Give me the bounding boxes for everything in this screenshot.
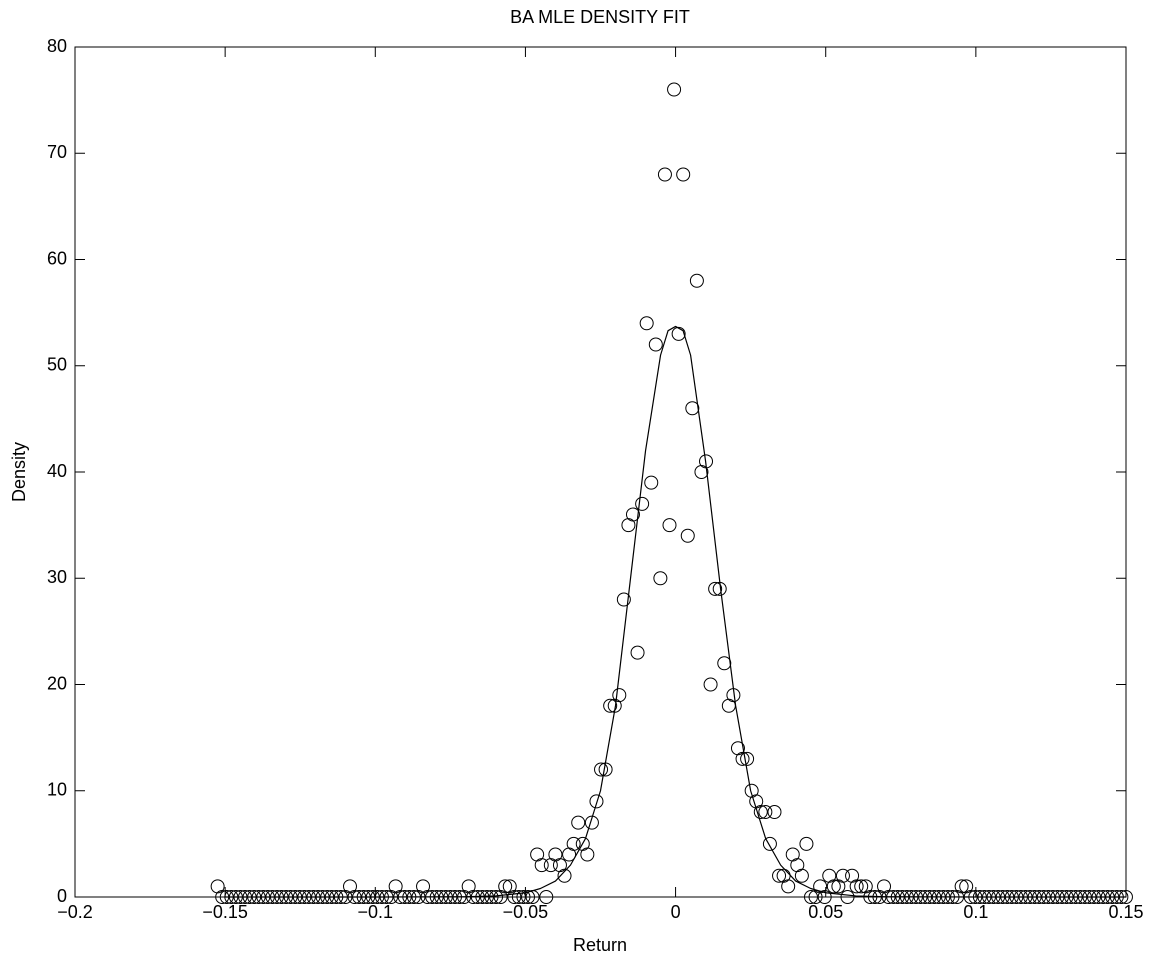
data-point xyxy=(671,326,686,341)
data-point xyxy=(571,815,586,830)
data-point xyxy=(484,890,499,904)
data-point xyxy=(667,82,682,97)
x-axis-label: Return xyxy=(573,935,627,955)
data-point xyxy=(703,677,718,692)
y-tick-label: 0 xyxy=(57,886,67,906)
data-point xyxy=(676,167,691,182)
data-point xyxy=(767,805,782,819)
y-tick-label: 50 xyxy=(47,355,67,375)
data-point xyxy=(648,337,663,352)
data-point xyxy=(835,868,850,883)
data-point xyxy=(826,879,841,894)
data-point xyxy=(657,167,672,182)
x-tick-label: −0.05 xyxy=(503,902,549,922)
data-point xyxy=(612,688,627,703)
data-point xyxy=(653,571,668,586)
data-point xyxy=(849,879,864,894)
data-point xyxy=(589,794,604,809)
data-point xyxy=(635,496,650,511)
x-tick-label: 0.05 xyxy=(808,902,843,922)
data-point xyxy=(566,836,581,851)
data-point xyxy=(735,751,750,766)
x-tick-label: 0 xyxy=(671,902,681,922)
data-point xyxy=(616,592,631,607)
y-tick-label: 20 xyxy=(47,673,67,693)
data-point xyxy=(781,879,796,894)
data-point xyxy=(498,879,513,894)
data-point xyxy=(662,518,677,533)
y-axis-label: Density xyxy=(9,442,29,502)
y-tick-label: 30 xyxy=(47,567,67,587)
data-point xyxy=(794,868,809,883)
data-point xyxy=(762,836,777,851)
data-point xyxy=(507,890,522,904)
data-point xyxy=(516,890,531,904)
x-tick-label: 0.15 xyxy=(1108,902,1143,922)
data-point xyxy=(580,847,595,862)
data-point xyxy=(630,645,645,660)
y-tick-label: 10 xyxy=(47,780,67,800)
x-tick-label: 0.1 xyxy=(963,902,988,922)
data-point xyxy=(625,507,640,522)
data-point xyxy=(479,890,494,904)
data-point xyxy=(854,879,869,894)
y-tick-label: 70 xyxy=(47,142,67,162)
y-tick-label: 40 xyxy=(47,461,67,481)
data-point xyxy=(804,890,819,904)
data-point xyxy=(557,868,572,883)
fit-line xyxy=(225,325,1126,898)
data-point xyxy=(539,890,554,904)
data-point xyxy=(680,528,695,543)
data-point xyxy=(758,805,773,819)
data-point xyxy=(799,836,814,851)
data-point xyxy=(689,273,704,288)
y-tick-label: 80 xyxy=(47,36,67,56)
data-point xyxy=(685,401,700,416)
data-point xyxy=(521,890,536,904)
data-point xyxy=(511,890,526,904)
x-tick-label: −0.1 xyxy=(358,902,394,922)
chart-title: BA MLE DENSITY FIT xyxy=(510,7,690,27)
data-point xyxy=(753,805,768,819)
data-point xyxy=(594,762,609,777)
data-point xyxy=(817,890,832,904)
x-tick-label: −0.15 xyxy=(202,902,248,922)
data-point xyxy=(639,316,654,331)
data-point xyxy=(644,475,659,490)
data-point xyxy=(534,858,549,873)
y-tick-label: 60 xyxy=(47,248,67,268)
data-point xyxy=(489,890,504,904)
data-point xyxy=(840,890,855,904)
data-point xyxy=(740,751,755,766)
x-tick-label: −0.2 xyxy=(57,902,93,922)
data-point xyxy=(708,581,723,596)
data-point xyxy=(954,879,969,894)
data-point xyxy=(717,656,732,671)
data-point xyxy=(772,868,787,883)
data-point xyxy=(603,698,618,713)
